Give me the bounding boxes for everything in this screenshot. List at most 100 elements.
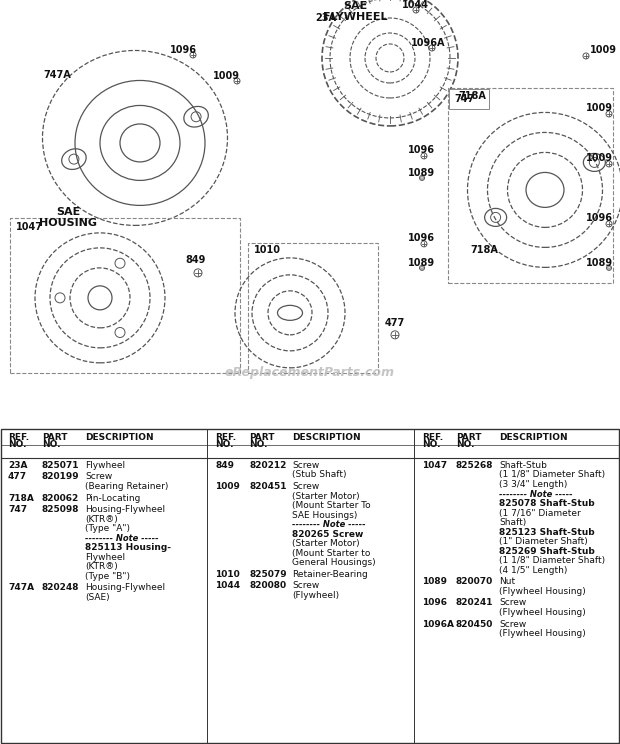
Text: 747A: 747A [8,583,34,592]
Text: NO.: NO. [215,440,234,449]
Text: 477: 477 [8,472,27,481]
Text: NO.: NO. [8,440,27,449]
Text: Flywheel: Flywheel [85,461,125,470]
Text: Screw: Screw [85,472,112,481]
Text: 825269 Shaft-Stub: 825269 Shaft-Stub [499,547,595,556]
Text: FLYWHEEL: FLYWHEEL [323,12,388,22]
Text: (4 1/5" Length): (4 1/5" Length) [499,566,567,575]
Text: 23A: 23A [315,13,336,23]
Text: 1047: 1047 [422,461,447,470]
Text: PART: PART [249,433,275,443]
Text: DESCRIPTION: DESCRIPTION [85,433,154,443]
Text: SAE: SAE [56,207,80,217]
Text: 825113 Housing-: 825113 Housing- [85,543,171,552]
Text: 820248: 820248 [42,583,79,592]
Text: Screw: Screw [292,581,319,591]
Text: 1047: 1047 [16,222,43,232]
Text: 820451: 820451 [249,482,286,491]
Text: (1 1/8" Diameter Shaft): (1 1/8" Diameter Shaft) [499,557,605,565]
Text: General Housings): General Housings) [292,558,376,567]
Text: PART: PART [456,433,482,443]
Text: 820199: 820199 [42,472,79,481]
Text: 825098: 825098 [42,505,79,514]
Text: Screw: Screw [499,620,526,629]
Text: 23A: 23A [8,461,27,470]
Text: (Type "A"): (Type "A") [85,525,130,533]
Text: 1009: 1009 [586,153,613,163]
Text: 718A: 718A [470,245,498,255]
Text: 1089: 1089 [422,577,447,586]
Text: 747: 747 [8,505,27,514]
Text: (1" Diameter Shaft): (1" Diameter Shaft) [499,537,588,546]
Text: (Stub Shaft): (Stub Shaft) [292,470,347,479]
Text: (Flywheel Housing): (Flywheel Housing) [499,629,586,638]
Text: (Flywheel): (Flywheel) [292,591,339,600]
Text: SAE: SAE [343,1,367,11]
Text: 1044: 1044 [215,581,240,591]
Text: 825079: 825079 [249,570,286,579]
Text: 1009: 1009 [590,45,617,55]
Text: HOUSING: HOUSING [39,218,97,228]
Text: 825268: 825268 [456,461,494,470]
Text: 849: 849 [215,461,234,470]
Bar [248,243,378,373]
Text: 820241: 820241 [456,598,494,607]
FancyBboxPatch shape [449,89,489,109]
Text: 1096: 1096 [422,598,447,607]
Text: (SAE): (SAE) [85,593,110,602]
Text: 1044: 1044 [402,0,429,10]
Text: (Starter Motor): (Starter Motor) [292,539,360,548]
Text: REF.: REF. [8,433,29,443]
Text: SAE Housings): SAE Housings) [292,510,357,519]
Text: (Mount Starter to: (Mount Starter to [292,549,370,558]
Text: (KTR®): (KTR®) [85,562,118,571]
Text: 1096: 1096 [408,145,435,155]
Text: DESCRIPTION: DESCRIPTION [499,433,568,443]
Text: Pin-Locating: Pin-Locating [85,493,140,502]
Text: 820062: 820062 [42,493,79,502]
Text: Housing-Flywheel: Housing-Flywheel [85,505,165,514]
Text: (1 1/8" Diameter Shaft): (1 1/8" Diameter Shaft) [499,470,605,479]
Text: (Flywheel Housing): (Flywheel Housing) [499,608,586,617]
Text: 1089: 1089 [408,258,435,268]
Text: 747A: 747A [43,70,71,80]
Text: Screw: Screw [499,598,526,607]
Text: 718A: 718A [8,493,34,502]
Text: -------- Note -----: -------- Note ----- [85,533,159,542]
Text: (Flywheel Housing): (Flywheel Housing) [499,587,586,596]
Text: (Type "B"): (Type "B") [85,572,130,581]
Text: (Starter Motor): (Starter Motor) [292,492,360,501]
Text: 1089: 1089 [408,168,435,178]
Text: (Bearing Retainer): (Bearing Retainer) [85,482,169,491]
Text: 1010: 1010 [254,245,281,255]
Text: 820080: 820080 [249,581,286,591]
Text: 825078 Shaft-Stub: 825078 Shaft-Stub [499,499,595,508]
Text: NO.: NO. [422,440,440,449]
Text: 820212: 820212 [249,461,286,470]
Text: Flywheel: Flywheel [85,553,125,562]
Text: Nut: Nut [499,577,515,586]
Text: DESCRIPTION: DESCRIPTION [292,433,361,443]
Text: 747: 747 [454,94,474,104]
Text: Housing-Flywheel: Housing-Flywheel [85,583,165,592]
Text: 477: 477 [385,318,405,328]
Text: 820265 Screw: 820265 Screw [292,530,363,539]
Bar [448,88,613,283]
Text: 1096A: 1096A [410,38,445,48]
Text: -------- Note -----: -------- Note ----- [499,490,573,498]
Text: 718A: 718A [458,91,486,101]
Text: 820070: 820070 [456,577,494,586]
Text: 1010: 1010 [215,570,240,579]
Text: (KTR®): (KTR®) [85,515,118,524]
Text: 849: 849 [185,255,205,265]
Text: -------- Note -----: -------- Note ----- [292,520,366,529]
Text: 1096: 1096 [586,213,613,223]
Text: NO.: NO. [42,440,61,449]
Text: Screw: Screw [292,461,319,470]
Text: Retainer-Bearing: Retainer-Bearing [292,570,368,579]
Text: 820450: 820450 [456,620,494,629]
Text: 1096A: 1096A [422,620,454,629]
Text: PART: PART [42,433,68,443]
Text: NO.: NO. [249,440,267,449]
Text: Shaft-Stub: Shaft-Stub [499,461,547,470]
